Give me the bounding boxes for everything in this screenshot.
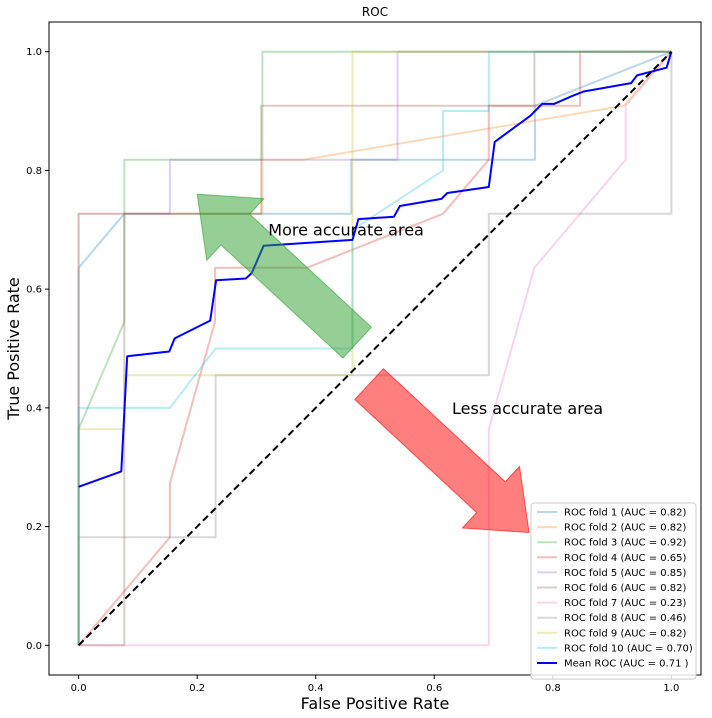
arrow-layer — [196, 193, 530, 534]
x-tick-label: 0.6 — [426, 683, 442, 694]
roc-fold-line — [77, 50, 672, 646]
x-tick-label: 0.2 — [189, 683, 205, 694]
legend-label: ROC fold 8 (AUC = 0.46) — [564, 613, 687, 624]
less-accurate-label: Less accurate area — [452, 399, 603, 418]
y-tick-label: 0.4 — [26, 403, 42, 414]
legend-label: ROC fold 2 (AUC = 0.82) — [564, 523, 687, 534]
y-tick-label: 0.6 — [26, 285, 42, 296]
legend-label: Mean ROC (AUC = 0.71 ) — [564, 659, 689, 670]
y-ticks: 0.0 0.2 0.4 0.6 0.8 1.0 — [26, 47, 49, 652]
y-axis-title: True Positive Rate — [4, 277, 23, 421]
more-accurate-label: More accurate area — [268, 221, 424, 240]
legend-label: ROC fold 7 (AUC = 0.23) — [564, 598, 687, 609]
roc-fold-line — [77, 50, 672, 646]
x-tick-label: 0.4 — [308, 683, 324, 694]
legend-box — [530, 502, 697, 680]
roc-fold-line — [77, 50, 672, 646]
roc-fold-line — [77, 50, 672, 646]
legend-label: ROC fold 3 (AUC = 0.92) — [564, 538, 687, 549]
series-layer — [77, 50, 673, 647]
y-tick-label: 0.0 — [26, 641, 42, 652]
mean-roc-line — [78, 51, 673, 488]
roc-fold-line — [78, 50, 672, 647]
legend: ROC fold 1 (AUC = 0.82) ROC fold 2 (AUC =… — [530, 502, 697, 680]
roc-fold-line — [77, 50, 672, 646]
chart-title: ROC — [362, 5, 388, 19]
legend-label: ROC fold 10 (AUC = 0.70) — [564, 643, 693, 654]
x-tick-label: 0.0 — [71, 683, 87, 694]
plot-area: 0.0 0.2 0.4 0.6 0.8 1.0 0.0 0.2 0.4 0.6 0.8 1.0 — [26, 21, 702, 694]
chance-line — [77, 50, 673, 647]
x-tick-label: 0.8 — [545, 683, 561, 694]
less-accurate-arrow — [354, 367, 530, 534]
legend-label: ROC fold 6 (AUC = 0.82) — [564, 583, 687, 594]
x-axis-title: False Positive Rate — [301, 694, 450, 713]
y-tick-label: 0.2 — [26, 522, 42, 533]
legend-label: ROC fold 4 (AUC = 0.65) — [564, 553, 687, 564]
x-tick-label: 1.0 — [663, 683, 679, 694]
more-accurate-arrow — [196, 193, 373, 359]
legend-label: ROC fold 9 (AUC = 0.82) — [564, 628, 687, 639]
y-tick-label: 0.8 — [26, 166, 42, 177]
legend-label: ROC fold 1 (AUC = 0.82) — [564, 508, 687, 519]
roc-fold-line — [77, 51, 673, 646]
legend-label: ROC fold 5 (AUC = 0.85) — [564, 568, 687, 579]
plot-frame — [48, 21, 702, 676]
roc-fold-line — [78, 51, 673, 647]
y-tick-label: 1.0 — [26, 47, 42, 58]
annotations: More accurate area Less accurate area — [268, 221, 603, 418]
roc-fold-line — [77, 51, 673, 646]
